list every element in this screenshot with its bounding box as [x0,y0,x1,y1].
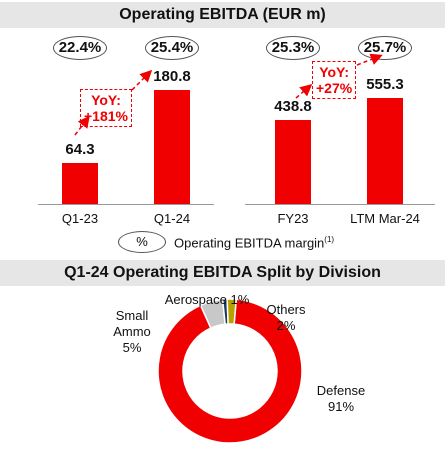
category-label: FY23 [277,211,309,226]
yoy-arrow-left-upper [131,69,153,91]
donut-label-line: 91% [327,399,355,414]
category-label: Q1-23 [61,211,99,226]
margin-pill: 25.7% [358,36,412,60]
yoy-line: +181% [84,108,128,124]
top-title-band [0,2,445,28]
bottom-chart-title: Q1-24 Operating EBITDA Split by Division [64,264,381,281]
donut-label-line: Ammo [113,324,151,339]
margin-legend-footnote: (1) [324,235,335,244]
donut-label-line: 5% [122,340,142,355]
x-axis-line [245,204,435,205]
donut-label-line: Defense [316,383,366,398]
category-label: LTM Mar-24 [350,211,420,226]
margin-pill: 25.4% [145,36,199,60]
margin-legend-text: Operating EBITDA margin [174,235,325,251]
margin-legend-label: Operating EBITDA margin(1) [174,235,334,250]
bar-value-label: 438.8 [274,98,312,116]
bar-fy23 [275,120,311,204]
bar-value-label: 180.8 [153,68,191,85]
yoy-line: YoY: [319,64,349,80]
margin-pill: 22.4% [53,36,107,60]
top-chart-title: Operating EBITDA (EUR m) [119,6,326,23]
donut-label-line: Small [115,308,149,323]
donut-label-line: Aerospace 1% [164,292,250,307]
yoy-arrow-right-upper [356,53,383,66]
donut-label-small-ammo: Small Ammo 5% [104,308,160,356]
donut-label-others: Others 2% [256,302,316,334]
category-label: Q1-24 [153,211,191,226]
x-axis-line [38,204,214,205]
division-donut-chart [157,298,303,444]
yoy-growth-box: YoY: +27% [312,61,357,99]
yoy-arrow-right-lower [295,84,313,99]
donut-label-aerospace: Aerospace 1% [152,292,262,308]
yoy-line: YoY: [91,92,121,108]
bar-ltm-mar-24 [367,98,403,204]
donut-label-line: 2% [276,318,296,333]
bottom-title-band [0,260,445,286]
donut-slice-defense [157,298,303,444]
donut-label-line: Others [266,302,306,317]
yoy-arrow-left-lower [74,115,90,136]
donut-slice-others [226,298,238,325]
bar-q1-24 [154,90,190,204]
margin-pill: 25.3% [266,36,320,60]
bar-value-label: 555.3 [366,76,404,93]
bar-q1-23 [62,163,98,204]
bar-value-label: 64.3 [65,141,95,159]
donut-label-defense: Defense 91% [306,383,376,415]
yoy-line: +27% [316,80,353,96]
margin-legend-symbol: % [118,231,166,253]
